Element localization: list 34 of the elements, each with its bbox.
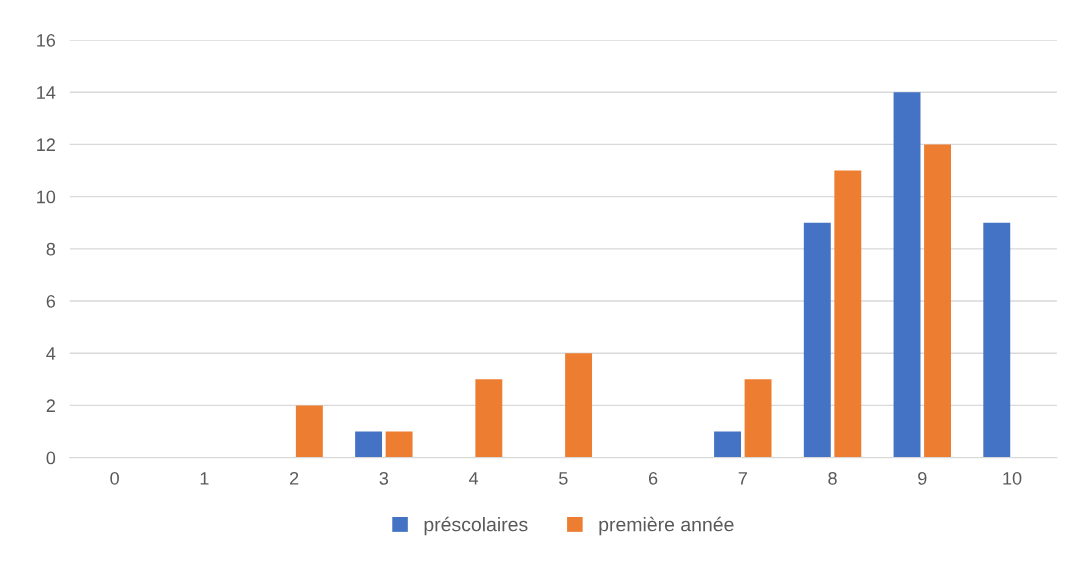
x-tick-label: 7 bbox=[738, 472, 747, 485]
bar bbox=[355, 431, 383, 458]
bar bbox=[744, 379, 772, 458]
y-tick-label: 12 bbox=[37, 138, 55, 151]
y-tick-label: 16 bbox=[37, 33, 56, 47]
bar bbox=[385, 431, 413, 458]
y-tick-label: 0 bbox=[46, 451, 56, 465]
x-tick-label: 10 bbox=[1003, 471, 1022, 485]
y-tick-label: 2 bbox=[46, 399, 55, 412]
bar bbox=[834, 170, 862, 458]
bar bbox=[295, 405, 323, 458]
y-tick-label: 4 bbox=[46, 347, 56, 360]
x-tick-label: 8 bbox=[828, 471, 837, 485]
y-tick-label: 8 bbox=[46, 242, 56, 256]
x-tick-label: 3 bbox=[379, 471, 389, 485]
x-tick-label: 5 bbox=[559, 472, 568, 485]
x-tick-label: 6 bbox=[648, 471, 658, 485]
x-tick-label: 4 bbox=[468, 472, 479, 485]
bar bbox=[924, 144, 952, 458]
x-tick-label: 0 bbox=[110, 471, 119, 485]
y-tick-label: 10 bbox=[37, 190, 56, 204]
legend-label: première année bbox=[599, 516, 734, 536]
bar bbox=[565, 353, 593, 458]
legend-label: préscolaires bbox=[424, 516, 528, 536]
y-tick-label: 14 bbox=[37, 86, 56, 99]
bar bbox=[803, 222, 831, 458]
bar bbox=[983, 222, 1011, 458]
x-tick-label: 1 bbox=[200, 472, 209, 485]
x-tick-label: 2 bbox=[289, 471, 299, 485]
bar bbox=[714, 431, 742, 458]
x-tick-label: 9 bbox=[918, 471, 927, 485]
bar bbox=[893, 92, 921, 458]
y-tick-label: 6 bbox=[46, 294, 56, 308]
bar bbox=[475, 379, 503, 458]
